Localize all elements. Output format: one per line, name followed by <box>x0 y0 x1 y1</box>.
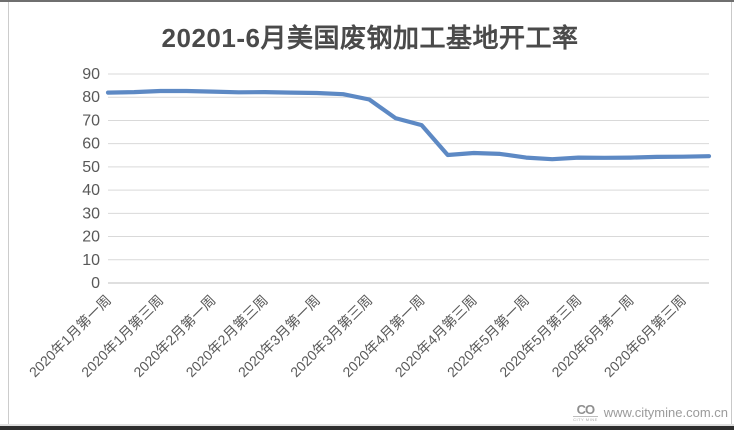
watermark: CO CITY MINE www.citymine.com.cn <box>573 403 728 422</box>
chart-title: 20201-6月美国废钢加工基地开工率 <box>161 23 579 53</box>
y-tick-label: 50 <box>82 159 100 176</box>
y-tick-label: 10 <box>82 252 100 269</box>
y-tick-label: 70 <box>82 112 100 129</box>
y-tick-label: 40 <box>82 182 100 199</box>
y-tick-label: 80 <box>82 89 100 106</box>
citymine-logo-subtext: CITY MINE <box>573 416 598 422</box>
watermark-url: www.citymine.com.cn <box>603 405 728 420</box>
y-tick-label: 60 <box>82 136 100 153</box>
citymine-logo-icon: CO CITY MINE <box>573 403 598 422</box>
page-bottom-border <box>0 424 734 430</box>
page-top-border <box>0 0 734 2</box>
y-tick-label: 0 <box>91 275 100 292</box>
citymine-logo-text: CO <box>576 402 595 417</box>
data-series-line <box>105 88 712 162</box>
y-tick-label: 30 <box>82 205 100 222</box>
y-tick-label: 90 <box>82 66 100 83</box>
y-tick-label: 20 <box>82 229 100 246</box>
